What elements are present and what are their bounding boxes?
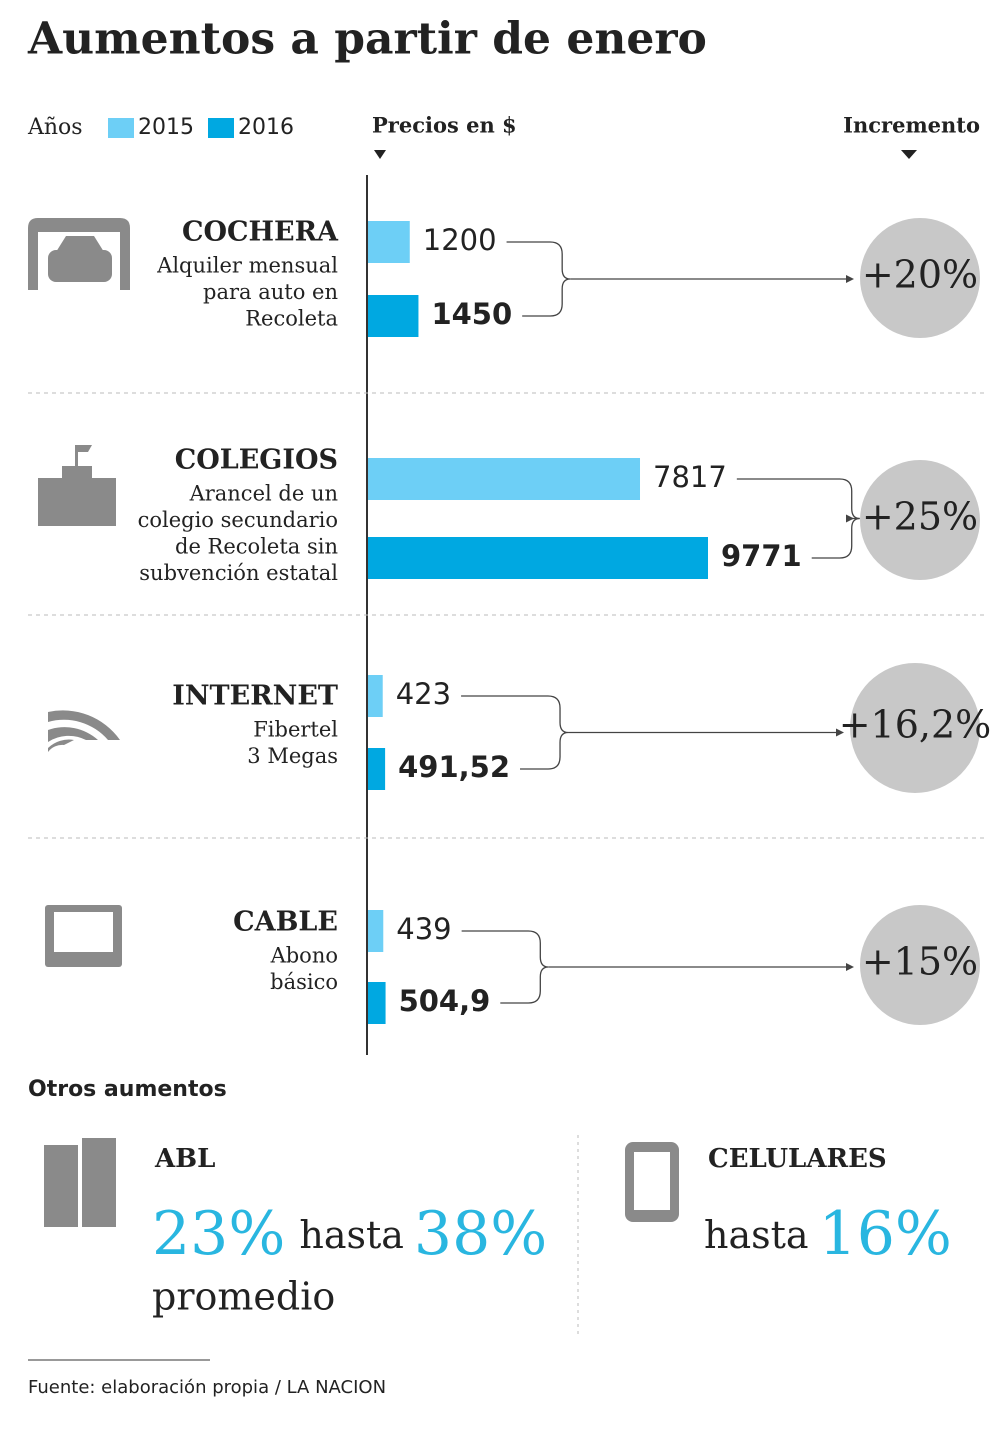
abl-note: promedio <box>152 1275 335 1319</box>
arrow <box>901 150 917 159</box>
legend-swatch <box>108 118 134 138</box>
legend-label: 2016 <box>238 115 294 140</box>
celulares-title: CELULARES <box>708 1144 887 1174</box>
abl-word: hasta <box>299 1213 404 1257</box>
description: Recoleta <box>245 307 338 331</box>
increment: +25% <box>862 495 978 539</box>
icon-screen <box>54 912 113 952</box>
value-label: 439 <box>396 912 451 946</box>
arrow-head <box>846 963 854 971</box>
description: Abono <box>270 944 338 968</box>
increment-circle <box>850 663 980 793</box>
legend-title: Años <box>27 115 83 140</box>
category: COLEGIOS <box>175 445 338 476</box>
value-label: 423 <box>396 677 451 711</box>
bar <box>368 537 708 579</box>
abl-title: ABL <box>154 1144 215 1174</box>
celulares-word: hasta <box>704 1213 809 1257</box>
bar <box>368 748 386 790</box>
bracket <box>461 930 549 1004</box>
bracket <box>506 241 571 317</box>
value-label: 7817 <box>653 460 727 494</box>
increment-label: Incremento <box>843 113 980 138</box>
description: Alquiler mensual <box>156 254 338 278</box>
description: de Recoleta sin <box>175 535 338 559</box>
arrow-head <box>846 514 854 523</box>
bar <box>368 221 410 263</box>
others-heading: Otros aumentos <box>28 1077 227 1102</box>
value-label: 9771 <box>721 539 802 573</box>
celulares-to: 16% <box>819 1199 952 1269</box>
legend-label: 2015 <box>138 115 194 140</box>
bar <box>368 295 419 337</box>
value-label: 491,52 <box>398 750 510 784</box>
bar <box>368 675 383 717</box>
abl-to: 38% <box>414 1199 547 1269</box>
increment: +15% <box>862 940 978 984</box>
description: 3 Megas <box>247 744 338 768</box>
value-label: 1450 <box>431 297 512 331</box>
bracket <box>461 695 569 770</box>
description: Arancel de un <box>189 482 338 506</box>
category: CABLE <box>233 907 338 938</box>
increment-circle <box>860 218 980 338</box>
abl-from: 23% <box>152 1199 285 1269</box>
legend-swatch <box>208 118 234 138</box>
icon-screen <box>634 1152 670 1210</box>
category: INTERNET <box>172 681 338 712</box>
category: COCHERA <box>182 217 339 248</box>
increment: +16,2% <box>839 703 992 747</box>
increment-circle <box>860 460 980 580</box>
icons <box>28 218 679 1227</box>
source: Fuente: elaboración propia / LA NACION <box>28 1377 386 1398</box>
description: colegio secundario <box>138 508 338 532</box>
increment-circle <box>860 905 980 1025</box>
value-label: Precios en $ <box>372 113 517 138</box>
title: Aumentos a partir de enero <box>27 14 707 65</box>
bar <box>368 458 641 500</box>
abl-range: 23% hasta 38% <box>152 1199 547 1269</box>
description: subvención estatal <box>139 561 338 585</box>
arrow-head <box>836 728 844 737</box>
bar <box>368 910 384 952</box>
value-label: 504,9 <box>399 984 491 1018</box>
description: Fibertel <box>253 718 338 742</box>
description: para auto en <box>203 280 338 304</box>
arrow-head <box>846 275 854 283</box>
celulares-range: hasta 16% <box>704 1199 952 1269</box>
value-label: 1200 <box>423 223 497 257</box>
bar <box>368 982 386 1024</box>
description: básico <box>270 970 338 994</box>
arrow <box>374 150 386 159</box>
increment: +20% <box>862 253 978 297</box>
